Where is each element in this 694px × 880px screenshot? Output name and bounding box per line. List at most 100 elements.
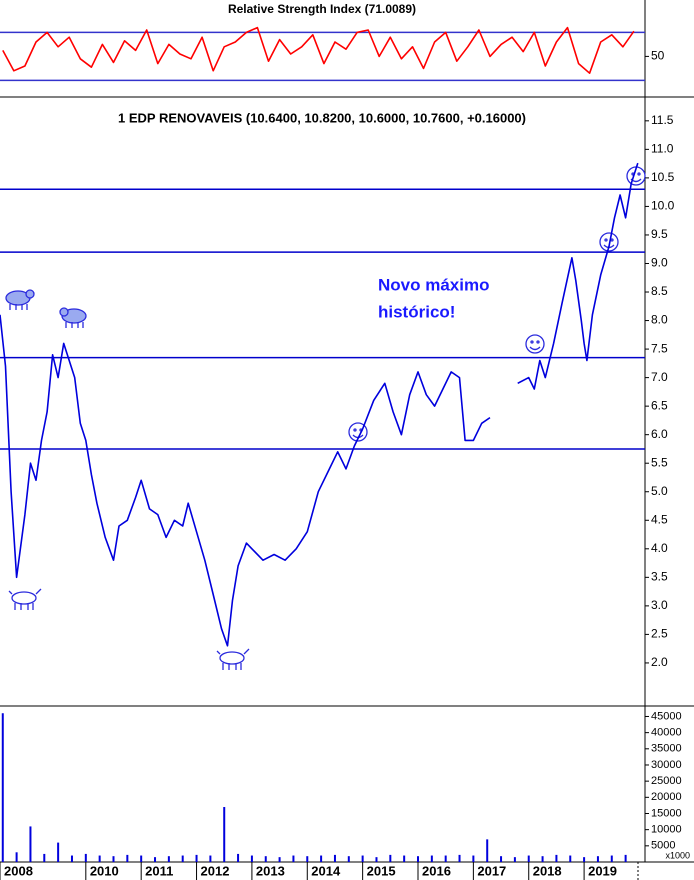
- volume-bar: [583, 857, 586, 862]
- volume-bar: [140, 855, 143, 862]
- x-tick-label: 2008: [4, 863, 33, 878]
- y-tick-label: 4.5: [651, 512, 668, 526]
- volume-bar: [15, 852, 18, 862]
- volume-bar: [264, 856, 267, 862]
- volume-bar: [541, 856, 544, 862]
- x-tick-label: 2010: [90, 863, 119, 878]
- volume-unit: x1000: [665, 850, 690, 860]
- x-tick-label: 2019: [588, 863, 617, 878]
- volume-bar: [417, 856, 420, 862]
- y-tick-label: 9.0: [651, 256, 668, 270]
- volume-bar: [555, 854, 558, 862]
- x-tick-label: 2018: [533, 863, 562, 878]
- volume-bar: [84, 853, 87, 862]
- volume-bar: [181, 855, 184, 862]
- volume-bar: [167, 856, 170, 862]
- volume-bar: [596, 856, 599, 862]
- volume-bar: [430, 855, 433, 862]
- volume-bar: [43, 853, 46, 862]
- y-tick-label: 50: [651, 49, 665, 63]
- icons: [5, 166, 646, 670]
- y-tick-label: 7.0: [651, 370, 668, 384]
- volume-bar: [458, 854, 461, 862]
- y-tick-label: 10.0: [651, 199, 675, 213]
- volume-bar: [306, 856, 309, 862]
- volume-bar: [500, 856, 503, 862]
- volume-bar: [250, 855, 253, 862]
- x-tick-label: 2016: [422, 863, 451, 878]
- volume-bar: [624, 854, 627, 862]
- y-tick-label: 40000: [651, 727, 682, 739]
- x-tick-label: 2011: [145, 863, 173, 878]
- y-tick-label: 7.5: [651, 341, 668, 355]
- volume-bar: [278, 857, 281, 862]
- y-tick-label: 9.5: [651, 227, 668, 241]
- volume-bar: [292, 855, 295, 862]
- y-tick-label: 4.0: [651, 541, 668, 555]
- y-tick-label: 30000: [651, 759, 682, 771]
- volume-bar: [486, 839, 489, 862]
- x-tick-label: 2017: [477, 863, 506, 878]
- y-tick-label: 11.5: [651, 113, 674, 127]
- volume-bar: [389, 854, 392, 862]
- bull-icon: [8, 588, 42, 610]
- y-tick-label: 8.5: [651, 284, 668, 298]
- volume-bar: [70, 855, 73, 862]
- y-tick-label: 8.0: [651, 313, 668, 327]
- rsi-title: Relative Strength Index (71.0089): [228, 2, 416, 16]
- volume-bar: [209, 855, 212, 862]
- bull-icon: [216, 648, 250, 670]
- volume-bar: [223, 807, 226, 862]
- y-tick-label: 5.0: [651, 484, 668, 498]
- y-tick-label: 2.5: [651, 627, 668, 641]
- volume-bar: [347, 856, 350, 862]
- volume-bar: [126, 854, 129, 862]
- smiley-icon: [525, 334, 545, 354]
- x-tick-label: 2013: [256, 863, 285, 878]
- annotation: Novo máximo: [378, 275, 489, 294]
- volume-bar: [527, 855, 530, 862]
- volume-bar: [1, 713, 4, 862]
- volume-bar: [57, 842, 60, 862]
- volume-bar: [444, 855, 447, 862]
- volume-bar: [29, 826, 32, 862]
- y-tick-label: 5000: [651, 840, 675, 852]
- bear-icon: [59, 307, 87, 328]
- volume-bar: [333, 854, 336, 862]
- y-tick-label: 3.0: [651, 598, 668, 612]
- y-tick-label: 10000: [651, 824, 682, 836]
- volume-bar: [112, 856, 115, 862]
- volume-bar: [403, 855, 406, 862]
- y-tick-label: 2.0: [651, 655, 668, 669]
- volume-bar: [361, 855, 364, 862]
- volume-bar: [472, 855, 475, 862]
- volume-bar: [154, 857, 157, 862]
- x-tick-label: 2012: [201, 863, 230, 878]
- y-tick-label: 45000: [651, 710, 682, 722]
- y-tick-label: 25000: [651, 775, 682, 787]
- volume-bar: [513, 857, 516, 862]
- volume-bar: [98, 855, 101, 862]
- price-title: 1 EDP RENOVAVEIS (10.6400, 10.8200, 10.6…: [118, 110, 526, 125]
- volume-bar: [320, 855, 323, 862]
- volume-bar: [569, 855, 572, 862]
- y-tick-label: 5.5: [651, 455, 668, 469]
- data-line: [2, 26, 635, 74]
- volume-bar: [610, 855, 613, 862]
- volume-bar: [375, 857, 378, 862]
- y-tick-label: 3.5: [651, 570, 668, 584]
- bear-icon: [5, 289, 35, 310]
- x-tick-label: 2014: [311, 863, 341, 878]
- volume-bar: [195, 854, 198, 862]
- data-line: [0, 162, 639, 647]
- annotation: histórico!: [378, 302, 455, 321]
- y-tick-label: 20000: [651, 791, 682, 803]
- y-tick-label: 35000: [651, 743, 682, 755]
- y-tick-label: 11.0: [651, 142, 674, 156]
- y-tick-label: 15000: [651, 807, 682, 819]
- y-tick-label: 10.5: [651, 170, 675, 184]
- x-tick-label: 2015: [367, 863, 396, 878]
